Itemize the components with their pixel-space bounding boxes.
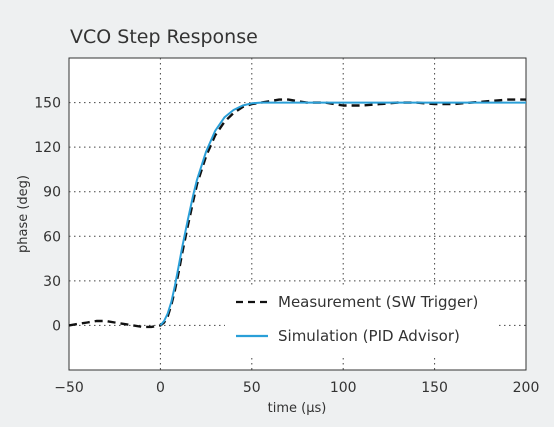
y-tick-label: 150 (34, 96, 61, 112)
y-axis-label: phase (deg) (16, 175, 31, 253)
tick-labels: −50 0 50 100 150 200 0 30 60 90 120 150 (34, 96, 539, 396)
y-tick-label: 120 (34, 140, 61, 156)
legend: Measurement (SW Trigger) Simulation (PID… (225, 285, 498, 355)
series-layer (68, 98, 526, 329)
simulation-line (159, 101, 526, 327)
x-tick-label: 0 (156, 380, 165, 396)
x-tick-label: −50 (54, 380, 84, 396)
x-tick-label: 50 (243, 380, 261, 396)
y-tick-label: 60 (43, 229, 61, 245)
x-tick-label: 150 (421, 380, 448, 396)
legend-label-measurement: Measurement (SW Trigger) (278, 293, 478, 311)
x-tick-label: 200 (513, 380, 540, 396)
x-tick-label: 100 (330, 380, 357, 396)
y-tick-label: 0 (52, 318, 61, 334)
y-tick-label: 90 (43, 185, 61, 201)
y-tick-label: 30 (43, 274, 61, 290)
legend-box (225, 285, 498, 355)
legend-label-simulation: Simulation (PID Advisor) (278, 327, 460, 345)
x-axis-label: time (µs) (268, 401, 327, 416)
chart-title: VCO Step Response (70, 26, 258, 48)
